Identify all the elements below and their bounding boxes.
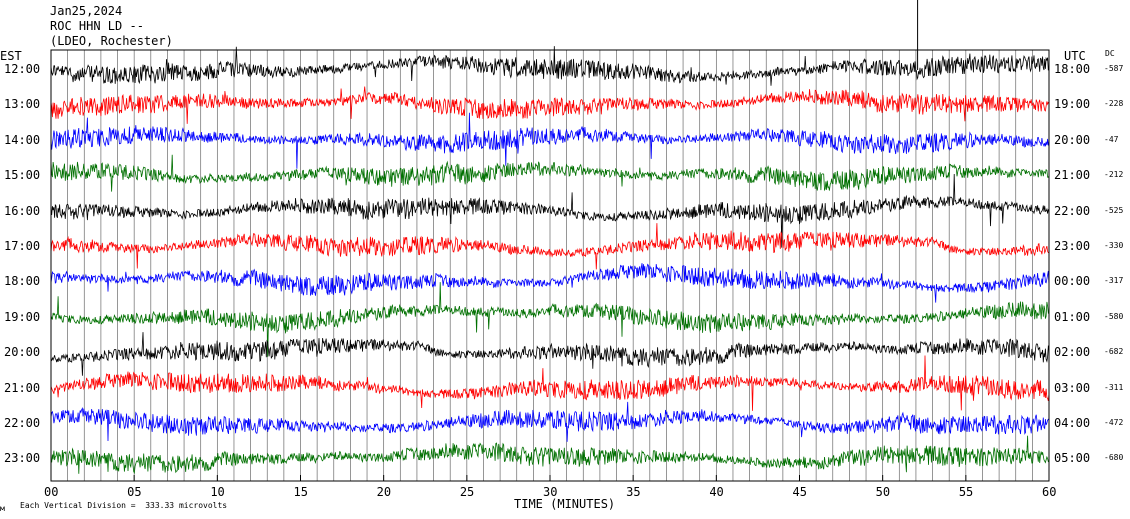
dc-label: -311	[1104, 382, 1124, 392]
utc-label: 23:00	[1054, 239, 1091, 253]
x-tick-label: 45	[792, 485, 807, 499]
utc-label: 19:00	[1054, 97, 1091, 112]
left-axis-label: EST	[0, 49, 22, 63]
x-tick-label: 25	[459, 485, 475, 499]
utc-label: 04:00	[1054, 416, 1091, 430]
est-label: 20:00	[4, 345, 41, 360]
est-label: 16:00	[4, 203, 41, 218]
trace-2100	[50, 355, 1050, 411]
dc-label: -680	[1104, 453, 1124, 463]
dc-label: -472	[1104, 418, 1124, 427]
corner-mark: м	[0, 504, 5, 513]
header-network: (LDEO, Rochester)	[50, 34, 173, 48]
header-station: ROC HHN LD --	[50, 19, 144, 33]
est-label: 13:00	[4, 97, 41, 112]
dc-label: -212	[1104, 170, 1124, 180]
dc-label: -682	[1104, 347, 1124, 357]
dc-label: -47	[1104, 134, 1119, 144]
est-label: 14:00	[4, 132, 41, 147]
dc-label: -330	[1104, 241, 1124, 250]
dc-label: -228	[1104, 99, 1124, 109]
x-tick-label: 05	[127, 485, 142, 499]
minute-gridlines	[67, 50, 1033, 481]
x-tick-label: 35	[626, 485, 641, 499]
dc-label: DC	[1105, 49, 1115, 58]
utc-label: 22:00	[1054, 203, 1091, 218]
dc-label: -525	[1104, 205, 1124, 215]
dc-label: -587	[1104, 64, 1124, 73]
est-label: 23:00	[4, 451, 41, 466]
dc-label: -317	[1104, 276, 1124, 286]
scale-note: Each Vertical Division = 333.33 microvol…	[20, 501, 228, 510]
dc-label: -580	[1104, 311, 1124, 321]
trace-1900	[50, 282, 1050, 357]
x-axis-ticks	[50, 475, 1050, 481]
utc-label: 18:00	[1054, 62, 1091, 76]
x-tick-label: 60	[1042, 485, 1057, 499]
header-date: Jan25,2024	[50, 4, 123, 18]
est-label: 22:00	[4, 416, 41, 430]
right-axis-label: UTC	[1064, 49, 1086, 63]
utc-label: 20:00	[1054, 132, 1091, 147]
seismic-traces	[50, 0, 1050, 475]
est-label: 19:00	[4, 309, 41, 324]
trace-1300	[50, 86, 1050, 124]
trace-1400	[50, 112, 1050, 169]
x-tick-label: 15	[293, 485, 308, 499]
est-label: 17:00	[4, 239, 41, 253]
x-tick-label: 00	[44, 485, 59, 499]
est-label: 21:00	[4, 380, 41, 395]
utc-label: 21:00	[1054, 168, 1091, 183]
trace-1500	[50, 154, 1050, 192]
trace-1200	[50, 46, 1050, 86]
utc-label: 00:00	[1054, 274, 1091, 289]
utc-label: 03:00	[1054, 380, 1091, 395]
trace-2200	[50, 401, 1050, 442]
x-tick-label: 10	[210, 485, 225, 499]
est-label: 15:00	[4, 168, 41, 183]
x-tick-label: 20	[376, 485, 392, 499]
x-tick-label: 50	[875, 485, 891, 499]
utc-label: 02:00	[1054, 345, 1091, 360]
trace-2300	[50, 435, 1050, 475]
est-label: 12:00	[4, 62, 41, 76]
trace-2000	[50, 332, 1050, 376]
x-axis-title: TIME (MINUTES)	[514, 497, 616, 511]
trace-1700	[50, 223, 1049, 270]
trace-1600	[50, 173, 1050, 248]
utc-label: 05:00	[1054, 451, 1091, 466]
trace-1800	[50, 263, 1050, 303]
utc-label: 01:00	[1054, 309, 1091, 324]
x-tick-label: 55	[958, 485, 974, 499]
est-label: 18:00	[4, 274, 41, 289]
x-tick-label: 40	[709, 485, 724, 499]
x-tick-label: 30	[543, 485, 558, 499]
